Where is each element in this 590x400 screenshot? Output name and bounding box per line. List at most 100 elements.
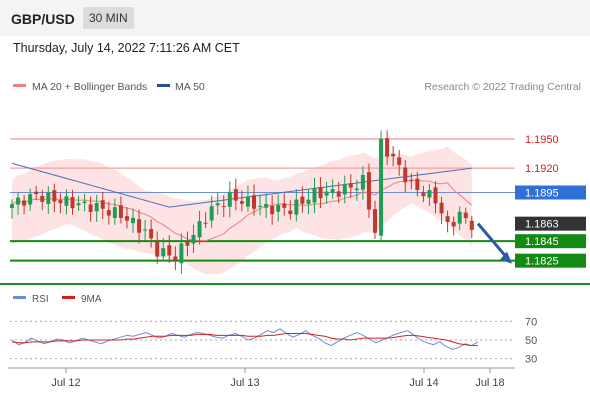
candle <box>239 190 244 212</box>
forecast-arrow-head <box>500 251 512 264</box>
candle-body <box>409 180 414 182</box>
candle-body <box>373 209 377 233</box>
candle <box>22 195 27 215</box>
candle <box>124 207 129 229</box>
candle-body <box>215 203 220 206</box>
candle <box>318 177 323 209</box>
forecast-arrow-shaft <box>476 222 508 258</box>
candle-body <box>185 241 190 246</box>
candle <box>264 193 269 219</box>
candle <box>306 189 311 215</box>
candle-body <box>397 157 402 165</box>
level-tag: 1.1863 <box>515 216 586 231</box>
candle-body <box>403 167 408 183</box>
candle <box>457 206 462 231</box>
candle <box>88 196 93 222</box>
candle <box>112 198 117 225</box>
candle-body <box>191 235 196 244</box>
candle-body <box>300 196 305 204</box>
candle <box>16 192 21 215</box>
candle <box>427 183 432 206</box>
candle <box>373 200 377 239</box>
candle-body <box>76 203 81 206</box>
candle <box>197 210 202 245</box>
candle <box>379 130 384 242</box>
candle <box>385 130 390 166</box>
candle <box>233 178 238 211</box>
credit-text: Research © 2022 Trading Central <box>424 81 581 93</box>
candle-body <box>64 196 69 206</box>
ma50-legend-label: MA 50 <box>175 81 205 93</box>
candle <box>64 189 69 215</box>
level-labels: 1.1950 1.1920 1.1895 1.1863 1.1845 1.1825 <box>515 134 586 268</box>
candle <box>433 181 438 214</box>
candle-body <box>52 190 57 202</box>
candle-body <box>106 210 111 216</box>
candle <box>173 246 178 271</box>
level-tag-label: 1.1895 <box>525 188 559 200</box>
candle <box>131 208 135 233</box>
level-tag-box <box>515 185 586 200</box>
candle-body <box>276 204 281 212</box>
candle-body <box>46 192 51 204</box>
rsi-line <box>11 328 479 350</box>
level-tag-label: 1.1845 <box>525 236 559 248</box>
candle-body <box>167 245 172 256</box>
level-tag: 1.1825 <box>515 253 586 268</box>
candle-body <box>100 200 105 209</box>
candle <box>409 173 414 190</box>
level-tag: 1.1845 <box>515 234 586 249</box>
candle-body <box>203 222 208 224</box>
candle-body <box>10 204 14 209</box>
rsi-legend-label: RSI <box>32 294 49 305</box>
candle-body <box>421 192 426 197</box>
candle-body <box>131 217 135 224</box>
candle <box>366 163 371 218</box>
candle <box>288 200 293 220</box>
candle-body <box>306 199 311 204</box>
candle <box>185 231 190 257</box>
candle-body <box>427 190 432 198</box>
level-tag-label: 1.1825 <box>525 256 559 268</box>
candle <box>391 146 396 167</box>
candle <box>245 185 250 212</box>
timeframe-button[interactable]: 30 MIN <box>83 7 134 29</box>
candle <box>336 181 341 204</box>
level-tag-box <box>515 216 586 231</box>
candle <box>118 196 123 224</box>
candle <box>34 185 39 201</box>
candle <box>348 174 353 198</box>
candle-body <box>342 184 347 195</box>
candle-body <box>227 192 232 207</box>
candle <box>469 215 474 238</box>
candle-body <box>239 201 244 204</box>
candle-body <box>149 229 154 239</box>
timestamp: Thursday, July 14, 2022 7:11:26 AM CET <box>13 41 240 55</box>
candle-body <box>294 199 299 215</box>
candle-body <box>245 196 250 207</box>
candle <box>76 195 81 211</box>
candle <box>282 193 287 216</box>
candle-body <box>221 206 226 208</box>
candle-body <box>288 210 293 215</box>
chart-legend: MA 20 + Bollinger Bands MA 50 Research ©… <box>13 81 581 93</box>
candle <box>354 179 359 201</box>
candle-body <box>233 189 238 201</box>
rsi-tick-label: 70 <box>525 316 537 328</box>
candle <box>209 195 214 228</box>
level-tag: 1.1895 <box>515 185 586 200</box>
candle <box>439 196 444 225</box>
resistance-label: 1.1950 <box>525 134 559 146</box>
rsi-panel: RSI 9MA 70 50 30 <box>10 294 537 366</box>
candle <box>10 199 14 219</box>
rsi-ma-legend-label: 9MA <box>81 294 102 305</box>
candle-body <box>264 203 269 208</box>
candle-body <box>312 187 317 203</box>
candle-body <box>457 211 462 224</box>
x-tick-label: Jul 18 <box>475 377 504 389</box>
candle-body <box>270 205 275 215</box>
candle <box>421 185 426 203</box>
candle-body <box>94 202 99 212</box>
candle <box>221 195 226 218</box>
candle-body <box>282 203 287 208</box>
